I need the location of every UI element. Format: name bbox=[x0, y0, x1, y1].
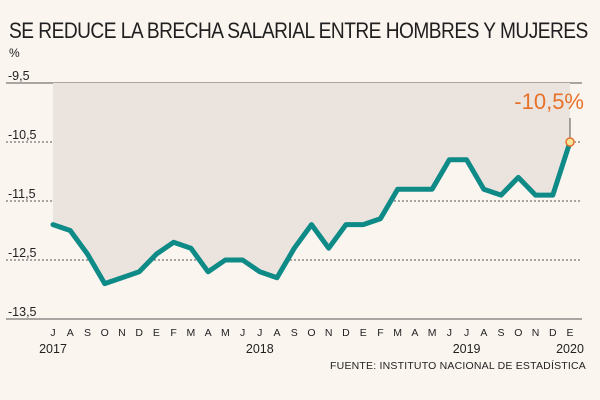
x-month-label: E bbox=[360, 327, 367, 339]
x-month-label: A bbox=[205, 327, 212, 339]
x-month-label: O bbox=[514, 327, 522, 339]
x-month-label: A bbox=[274, 327, 281, 339]
source-note: FUENTE: INSTITUTO NACIONAL DE ESTADÍSTIC… bbox=[330, 360, 586, 372]
x-month-label: F bbox=[170, 327, 176, 339]
y-axis-ticks: -9,5 -10,5 -11,5 -12,5 -13,5 bbox=[8, 69, 37, 319]
y-tick-label: -13,5 bbox=[8, 305, 37, 319]
y-tick-label: -12,5 bbox=[8, 246, 37, 260]
x-axis-year-labels: 2017 2018 2019 2020 bbox=[39, 342, 584, 356]
x-month-label: J bbox=[240, 327, 245, 339]
chart-title: SE REDUCE LA BRECHA SALARIAL ENTRE HOMBR… bbox=[9, 18, 588, 43]
area-fill bbox=[53, 83, 570, 284]
x-month-label: S bbox=[84, 327, 91, 339]
x-year-label: 2017 bbox=[39, 342, 67, 356]
x-month-label: N bbox=[118, 327, 126, 339]
x-month-label: J bbox=[447, 327, 452, 339]
x-month-label: F bbox=[377, 327, 383, 339]
x-month-label: E bbox=[566, 327, 573, 339]
x-month-label: A bbox=[411, 327, 418, 339]
x-month-label: S bbox=[291, 327, 298, 339]
series-line bbox=[50, 139, 573, 287]
x-month-label: D bbox=[342, 327, 350, 339]
x-month-label: O bbox=[307, 327, 315, 339]
x-month-label: J bbox=[464, 327, 469, 339]
y-tick-label: -10,5 bbox=[8, 128, 37, 142]
x-year-label: 2018 bbox=[246, 342, 274, 356]
x-month-label: N bbox=[532, 327, 540, 339]
x-month-label: M bbox=[221, 327, 230, 339]
x-month-label: A bbox=[480, 327, 487, 339]
y-tick-label: -11,5 bbox=[8, 187, 36, 201]
unit-label: % bbox=[9, 46, 20, 60]
x-month-label: M bbox=[393, 327, 402, 339]
x-year-label: 2020 bbox=[556, 342, 584, 356]
x-month-label: D bbox=[549, 327, 557, 339]
x-month-label: D bbox=[135, 327, 143, 339]
y-tick-label: -9,5 bbox=[8, 69, 30, 83]
x-month-label: O bbox=[101, 327, 109, 339]
x-month-label: M bbox=[186, 327, 195, 339]
x-month-label: M bbox=[428, 327, 437, 339]
x-year-label: 2019 bbox=[453, 342, 481, 356]
x-month-label: N bbox=[325, 327, 333, 339]
last-data-point bbox=[565, 137, 575, 147]
x-month-label: J bbox=[257, 327, 262, 339]
x-month-label: A bbox=[67, 327, 74, 339]
x-month-label: J bbox=[50, 327, 55, 339]
callout-label: -10,5% bbox=[514, 89, 584, 114]
x-month-label: E bbox=[153, 327, 160, 339]
x-month-label: S bbox=[498, 327, 505, 339]
